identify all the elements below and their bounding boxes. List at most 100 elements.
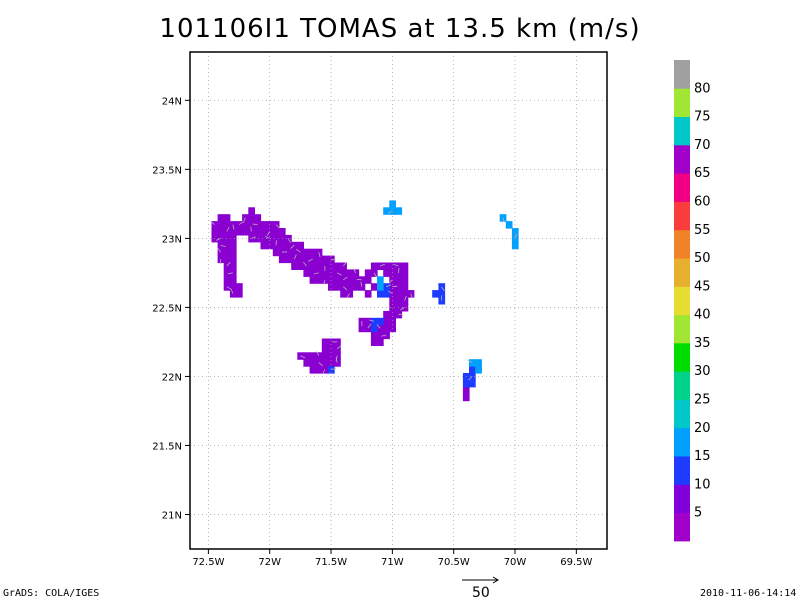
- wind-speed-cell: [303, 269, 310, 277]
- wind-speed-cell: [254, 228, 261, 236]
- colorbar-label: 80: [694, 81, 711, 96]
- wind-vector: [399, 268, 400, 273]
- wind-speed-cell: [230, 228, 237, 236]
- colorbar-label: 75: [694, 110, 711, 125]
- wind-vector: [392, 286, 397, 287]
- wind-speed-cell: [310, 352, 317, 360]
- wind-speed-cell: [310, 263, 317, 271]
- wind-speed-cell: [322, 256, 329, 264]
- wind-speed-cell: [353, 276, 360, 284]
- wind-speed-cell: [316, 352, 323, 360]
- colorbar-label: 60: [694, 195, 711, 210]
- wind-speed-cell: [261, 221, 268, 229]
- wind-speed-cell: [316, 256, 323, 264]
- wind-speed-cell: [353, 283, 360, 291]
- wind-speed-cell: [383, 318, 390, 326]
- wind-speed-cell: [303, 256, 310, 264]
- wind-speed-cell: [248, 228, 255, 236]
- wind-speed-cell: [475, 366, 482, 374]
- wind-speed-cell: [346, 283, 353, 291]
- wind-speed-cell: [371, 339, 378, 347]
- wind-speed-cell: [463, 387, 470, 395]
- wind-speed-cell: [285, 256, 292, 264]
- y-tick-label: 22N: [162, 372, 182, 383]
- wind-speed-cell: [432, 290, 439, 298]
- colorbar-segment: [674, 343, 690, 372]
- wind-speed-cell: [310, 249, 317, 257]
- wind-speed-cell: [402, 290, 409, 298]
- wind-speed-cell: [322, 352, 329, 360]
- wind-speed-cell: [248, 207, 255, 215]
- wind-speed-cell: [230, 256, 237, 264]
- wind-speed-cell: [248, 221, 255, 229]
- wind-speed-cell: [371, 318, 378, 326]
- y-tick-label: 21.5N: [152, 441, 182, 452]
- wind-speed-cell: [310, 269, 317, 277]
- wind-speed-cell: [224, 249, 231, 257]
- wind-speed-cell: [291, 242, 298, 250]
- wind-speed-cell: [310, 276, 317, 284]
- wind-speed-cell: [334, 359, 341, 367]
- wind-speed-cell: [395, 283, 402, 291]
- wind-speed-cell: [297, 263, 304, 271]
- colorbar-label: 65: [694, 166, 711, 181]
- x-tick-label: 72.5W: [192, 557, 224, 568]
- wind-speed-cell: [322, 345, 329, 353]
- colorbar-label: 35: [694, 336, 711, 351]
- wind-speed-cell: [383, 311, 390, 319]
- colorbar-segment: [674, 258, 690, 287]
- wind-speed-cell: [402, 276, 409, 284]
- colorbar-label: 70: [694, 138, 711, 153]
- wind-speed-cell: [389, 269, 396, 277]
- wind-speed-cell: [310, 359, 317, 367]
- wind-speed-cell: [230, 283, 237, 291]
- colorbar-segment: [674, 117, 690, 146]
- wind-speed-cell: [377, 332, 384, 340]
- y-tick-label: 21N: [162, 510, 182, 521]
- reference-vector-label: 50: [472, 585, 490, 601]
- wind-speed-cell: [402, 283, 409, 291]
- wind-speed-cell: [236, 283, 243, 291]
- colorbar-label: 5: [694, 506, 702, 521]
- wind-speed-cell: [353, 269, 360, 277]
- wind-speed-cell: [261, 228, 268, 236]
- colorbar-segment: [674, 230, 690, 259]
- wind-speed-cells: [212, 200, 519, 401]
- wind-speed-cell: [475, 359, 482, 367]
- colorbar-label: 20: [694, 421, 711, 436]
- wind-speed-cell: [273, 249, 280, 257]
- colorbar-label: 50: [694, 251, 711, 266]
- wind-speed-cell: [463, 394, 470, 402]
- wind-speed-cell: [218, 228, 225, 236]
- wind-speed-cell: [377, 283, 384, 291]
- wind-speed-cell: [371, 263, 378, 271]
- wind-speed-cell: [248, 214, 255, 222]
- colorbar-segment: [674, 400, 690, 429]
- colorbar-segment: [674, 484, 690, 513]
- wind-speed-cell: [218, 221, 225, 229]
- colorbar-label: 45: [694, 279, 711, 294]
- footer-timestamp: 2010-11-06-14:14: [700, 588, 796, 599]
- wind-speed-cell: [218, 214, 225, 222]
- wind-speed-cell: [261, 242, 268, 250]
- wind-speed-cell: [334, 263, 341, 271]
- colorbar-label: 30: [694, 364, 711, 379]
- wind-speed-cell: [230, 276, 237, 284]
- wind-speed-cell: [402, 269, 409, 277]
- wind-speed-cell: [469, 359, 476, 367]
- wind-speed-cell: [224, 242, 231, 250]
- x-tick-label: 71W: [381, 557, 404, 568]
- wind-speed-cell: [310, 256, 317, 264]
- wind-speed-cell: [303, 352, 310, 360]
- wind-speed-cell: [506, 221, 513, 229]
- wind-speed-cell: [365, 276, 372, 284]
- wind-speed-cell: [212, 221, 219, 229]
- wind-speed-cell: [254, 221, 261, 229]
- wind-speed-cell: [340, 269, 347, 277]
- colorbar-segment: [674, 456, 690, 485]
- wind-speed-cell: [303, 359, 310, 367]
- wind-speed-cell: [346, 269, 353, 277]
- wind-speed-cell: [395, 207, 402, 215]
- wind-speed-cell: [273, 228, 280, 236]
